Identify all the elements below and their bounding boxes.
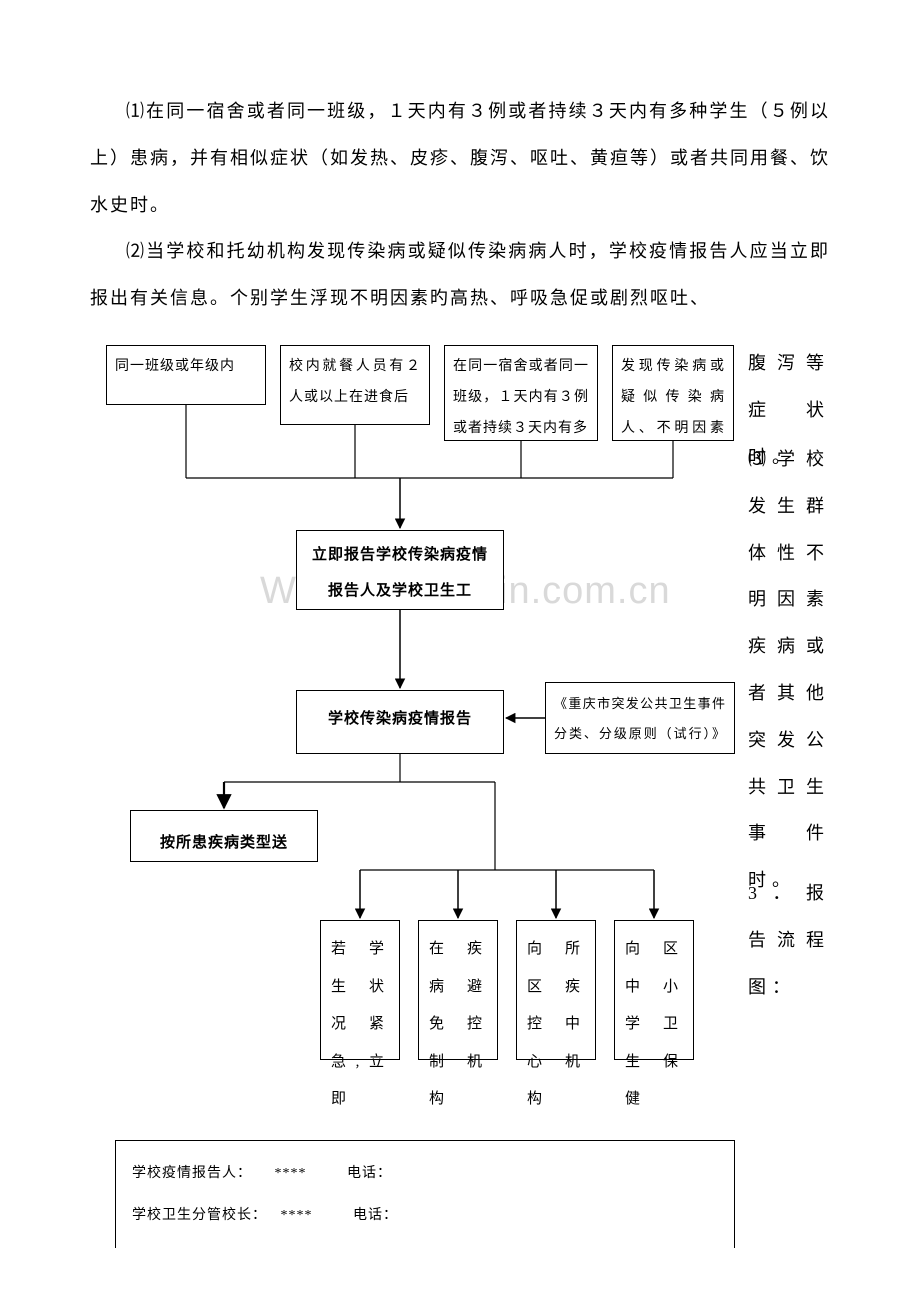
rightcol-2: ⑶学校发生群体性不明因素疾病或者其他突发公共卫生事件时。 [748,436,830,904]
flow-mid-2: 学校传染病疫情报告 [296,690,504,754]
rightcol-3: 3．报告流程图： [748,870,830,1010]
flow-left: 按所患疾病类型送 [130,810,318,862]
flow-mid-2-line1: 学校传染病疫情报告 [305,701,495,737]
flow-top-3: 在同一宿舍或者同一班级，１天内有３例或者持续３天内有多 [444,345,598,441]
contact-box: 学校疫情报告人： **** 电话： 学校卫生分管校长： **** 电话： [115,1140,735,1248]
paragraph-2: ⑵当学校和托幼机构发现传染病或疑似传染病病人时，学校疫情报告人应当立即报出有关信… [90,228,830,322]
watermark-left: W [260,570,297,613]
flow-bottom-3: 向所区疾控中心机构 [516,920,596,1060]
flow-top-1: 同一班级或年级内 [106,345,266,405]
paragraph-1: ⑴在同一宿舍或者同一班级，１天内有３例或者持续３天内有多种学生（５例以上）患病，… [90,88,830,228]
flow-bottom-1: 若学生状况紧急,立即 [320,920,400,1060]
flow-bottom-4: 向区中小学卫生保健 [614,920,694,1060]
contact-line-2: 学校卫生分管校长： **** 电话： [132,1195,718,1237]
contact-line-1: 学校疫情报告人： **** 电话： [132,1153,718,1195]
flow-bottom-2: 在疾病避免控制机构 [418,920,498,1060]
flow-top-4: 发现传染病或疑似传染病人、不明因素高热、 [612,345,734,441]
flow-top-2: 校内就餐人员有２人或以上在进食后 [280,345,430,425]
flow-ref: 《重庆市突发公共卫生事件分类、分级原则（试行）》中 [545,682,735,754]
flow-mid-1: 立即报告学校传染病疫情报告人及学校卫生工 [296,530,504,610]
